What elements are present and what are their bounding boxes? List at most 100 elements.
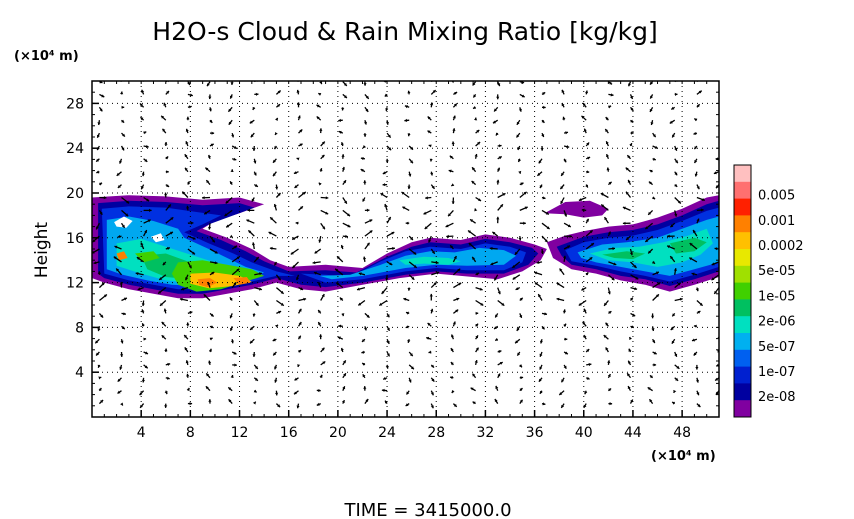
wind-vector bbox=[652, 293, 660, 301]
wind-vector bbox=[342, 386, 346, 391]
wind-vector bbox=[97, 120, 101, 126]
wind-vector bbox=[408, 274, 415, 281]
wind-vector bbox=[423, 209, 432, 215]
colorbar: 0.005 0.001 0.0002 5e-05 1e-05 2e-06 5e-07 1e-0… bbox=[733, 164, 804, 418]
wind-vector bbox=[364, 219, 373, 224]
wind-vector bbox=[626, 154, 631, 160]
wind-vector bbox=[585, 272, 589, 276]
wind-vector bbox=[363, 386, 367, 391]
wind-vector bbox=[364, 106, 369, 113]
wind-vector bbox=[603, 334, 609, 340]
wind-vector bbox=[117, 390, 122, 394]
contour-region-21 bbox=[233, 277, 251, 285]
wind-vector bbox=[426, 336, 432, 340]
wind-vector bbox=[384, 93, 388, 97]
wind-vector bbox=[120, 91, 124, 95]
wind-vector bbox=[669, 255, 676, 263]
wind-vector bbox=[647, 209, 654, 216]
wind-vector bbox=[141, 89, 145, 95]
wind-vector bbox=[451, 390, 455, 394]
wind-vector bbox=[563, 145, 570, 149]
wind-vector bbox=[186, 322, 190, 327]
wind-vector bbox=[320, 154, 325, 160]
wind-vector bbox=[293, 171, 299, 175]
wind-vector bbox=[165, 231, 174, 237]
wind-vector bbox=[137, 286, 144, 291]
wind-vector bbox=[316, 389, 321, 393]
wind-vector bbox=[608, 310, 612, 314]
wind-vector bbox=[539, 184, 543, 189]
wind-vector bbox=[472, 401, 476, 405]
wind-vector bbox=[164, 390, 168, 395]
x-tick-label: 48 bbox=[673, 425, 691, 441]
wind-vector bbox=[585, 90, 589, 95]
contour-region-12 bbox=[399, 256, 461, 265]
wind-vector bbox=[497, 203, 504, 211]
wind-vector bbox=[629, 297, 634, 301]
wind-vector bbox=[490, 261, 498, 266]
wind-vector bbox=[229, 234, 233, 239]
wind-vector bbox=[427, 116, 432, 121]
wind-vector bbox=[140, 116, 145, 121]
wind-vector bbox=[253, 377, 259, 382]
wind-vector bbox=[362, 145, 366, 149]
wind-vector bbox=[340, 142, 344, 147]
wind-vector bbox=[252, 351, 256, 357]
wind-vector bbox=[115, 268, 122, 276]
wind-vector bbox=[120, 402, 124, 406]
wind-vector bbox=[98, 312, 104, 319]
wind-vector bbox=[519, 313, 523, 319]
colorbar-swatch bbox=[734, 349, 751, 368]
wind-vector bbox=[674, 158, 679, 164]
wind-vector bbox=[296, 157, 300, 161]
wind-vector bbox=[206, 81, 211, 87]
wind-vector bbox=[627, 179, 632, 185]
wind-vector bbox=[337, 336, 344, 340]
wind-vector bbox=[696, 403, 701, 408]
wind-vector bbox=[229, 180, 233, 185]
wind-vector bbox=[363, 81, 367, 86]
plot-area bbox=[92, 195, 719, 299]
wind-vector bbox=[254, 92, 259, 96]
wind-vector bbox=[113, 256, 122, 263]
colorbar-swatch bbox=[734, 249, 751, 267]
wind-vector bbox=[209, 119, 213, 124]
wind-vector bbox=[519, 93, 526, 98]
wind-vector bbox=[319, 374, 323, 379]
x-tick-label: 36 bbox=[526, 425, 544, 441]
wind-vector bbox=[378, 299, 388, 307]
wind-vector bbox=[669, 119, 676, 124]
wind-vector bbox=[273, 203, 278, 211]
wind-vector bbox=[360, 157, 366, 161]
wind-vector bbox=[471, 180, 477, 186]
wind-vector bbox=[317, 281, 322, 288]
wind-vector bbox=[298, 143, 303, 147]
wind-vector bbox=[408, 171, 412, 177]
y-tick-label: 28 bbox=[66, 96, 84, 112]
wind-vector bbox=[563, 364, 567, 370]
wind-vector bbox=[475, 323, 479, 327]
wind-vector bbox=[603, 216, 609, 224]
wind-vector bbox=[253, 364, 259, 370]
wind-vector bbox=[208, 107, 212, 112]
contour-region-22 bbox=[116, 251, 128, 261]
wind-vector bbox=[696, 184, 700, 190]
wind-vector bbox=[692, 229, 698, 237]
wind-vector bbox=[430, 171, 434, 176]
wind-vector bbox=[407, 184, 411, 190]
wind-vector bbox=[539, 339, 543, 344]
wind-vector bbox=[450, 183, 455, 187]
wind-vector bbox=[317, 309, 322, 314]
wind-vector bbox=[674, 364, 680, 370]
wind-vector bbox=[402, 206, 410, 211]
wind-vector bbox=[247, 229, 255, 237]
wind-vector bbox=[296, 274, 300, 281]
y-unit-label: (×10⁴ m) bbox=[14, 49, 79, 64]
wind-vector bbox=[515, 287, 521, 291]
wind-vector bbox=[297, 115, 301, 121]
wind-vector bbox=[276, 299, 285, 307]
wind-vector bbox=[450, 361, 454, 366]
wind-vector bbox=[407, 90, 411, 95]
wind-vector bbox=[696, 103, 701, 108]
x-tick-label: 24 bbox=[378, 425, 396, 441]
